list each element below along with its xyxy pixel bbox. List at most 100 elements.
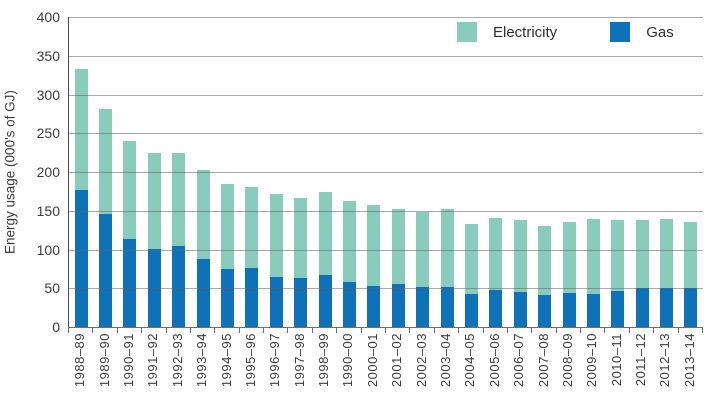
y-tick-label-0: 0 [52, 319, 60, 335]
x-tick-label-2009–10: 2009–10 [584, 333, 600, 388]
bar-segment-gas-2005–06 [489, 289, 503, 327]
legend-item-electricity: Electricity [457, 22, 557, 42]
gridline-150 [69, 210, 703, 212]
bar-segment-electricity-1995–96 [245, 186, 259, 269]
x-axis-tick [604, 328, 606, 333]
bar-segment-electricity-2012–13 [660, 218, 674, 288]
bar-1991–92 [147, 153, 161, 327]
bar-segment-gas-1997–98 [294, 278, 308, 327]
x-tick-label-2008–09: 2008–09 [559, 333, 575, 388]
x-axis-tick [482, 328, 484, 333]
x-tick-label-2002–03: 2002–03 [413, 333, 429, 388]
bar-segment-electricity-1988–89 [74, 68, 88, 190]
x-axis-tick [677, 328, 679, 333]
y-tick-label-250: 250 [36, 125, 60, 142]
x-axis-tick [653, 328, 655, 333]
bar-2005–06 [489, 217, 503, 327]
bar-segment-electricity-2006–07 [513, 220, 527, 293]
bar-slot-1995–96 [240, 17, 264, 327]
bar-2008–09 [562, 221, 576, 327]
bar-slot-2009–10 [581, 17, 605, 327]
y-tick-label-200: 200 [36, 164, 60, 180]
x-tick-label-2013–14: 2013–14 [681, 333, 697, 388]
bar-segment-electricity-1994–95 [221, 183, 235, 269]
bar-segment-gas-2013–14 [684, 288, 698, 327]
y-tick-label-350: 350 [36, 47, 60, 64]
x-axis-tick [68, 328, 69, 333]
x-axis-tick [141, 328, 143, 333]
bar-2011–12 [635, 220, 649, 327]
bar-slot-1998–99 [313, 17, 337, 327]
x-tick-label-2011–12: 2011–12 [633, 333, 649, 387]
x-axis-tick [628, 328, 630, 333]
gridline-50 [69, 288, 703, 290]
x-axis-tick [287, 328, 289, 333]
bar-slot-1988–89 [69, 17, 93, 327]
bar-slot-1989–90 [93, 17, 117, 327]
bar-2009–10 [586, 219, 600, 327]
x-tick-label-2005–06: 2005–06 [486, 333, 502, 388]
bar-segment-gas-1996–97 [269, 276, 283, 327]
bar-segment-electricity-2011–12 [635, 220, 649, 289]
x-tick-label-2003–04: 2003–04 [437, 333, 453, 388]
x-tick-label-2006–07: 2006–07 [511, 333, 527, 388]
bar-segment-gas-1992–93 [172, 245, 186, 327]
bar-segment-gas-1993–94 [196, 258, 210, 327]
bar-1995–96 [245, 186, 259, 327]
bar-slot-1994–95 [215, 17, 239, 327]
bar-segment-electricity-2001–02 [391, 209, 405, 285]
bar-segment-gas-2000–01 [367, 285, 381, 327]
x-tick-label-2010–11: 2010–11 [608, 333, 624, 387]
bar-segment-gas-2003–04 [440, 286, 454, 327]
bar-slot-2008–09 [557, 17, 581, 327]
gridline-400 [69, 17, 703, 18]
x-tick-label-1991–92: 1991–92 [145, 333, 161, 388]
legend-label-gas: Gas [646, 23, 674, 41]
x-tick-label-1998–99: 1998–99 [316, 333, 332, 388]
bar-slot-1992–93 [167, 17, 191, 327]
bar-1993–94 [196, 169, 210, 327]
x-axis-tick [506, 328, 508, 333]
bar-slot-2005–06 [484, 17, 508, 327]
x-tick-label-1992–93: 1992–93 [169, 333, 185, 388]
bar-segment-electricity-2010–11 [611, 220, 625, 292]
bar-segment-gas-2004–05 [464, 293, 478, 327]
x-axis-tick [409, 328, 411, 333]
x-tick-label-1994–95: 1994–95 [218, 333, 234, 388]
bar-segment-gas-2001–02 [391, 284, 405, 327]
x-axis-tick [311, 328, 313, 333]
x-axis-tick [385, 328, 386, 333]
bar-slot-2000–01 [362, 17, 386, 327]
bar-1988–89 [74, 68, 88, 327]
x-tick-label-1988–89: 1988–89 [72, 333, 88, 388]
x-axis-tick [238, 328, 240, 333]
bar-segment-electricity-1998–99 [318, 192, 332, 276]
bar-segment-gas-2002–03 [416, 286, 430, 327]
bar-segment-gas-1990–91 [123, 239, 137, 327]
bar-segment-gas-2012–13 [660, 287, 674, 327]
bar-slot-2007–08 [532, 17, 556, 327]
x-tick-label-2012–13: 2012–13 [657, 333, 673, 388]
bar-segment-electricity-2009–10 [586, 219, 600, 294]
x-axis-tick [580, 328, 582, 333]
x-tick-label-2001–02: 2001–02 [389, 333, 405, 388]
bar-slot-1993–94 [191, 17, 215, 327]
x-tick-label-1989–90: 1989–90 [96, 333, 112, 388]
bar-segment-gas-2011–12 [635, 288, 649, 327]
bar-2004–05 [464, 223, 478, 327]
x-axis-tick [336, 328, 338, 333]
bar-segment-gas-2010–11 [611, 291, 625, 327]
bar-segment-electricity-1991–92 [147, 153, 161, 249]
bar-slot-2003–04 [435, 17, 459, 327]
bar-2012–13 [660, 218, 674, 327]
bar-segment-electricity-2008–09 [562, 221, 576, 293]
bar-2000–01 [367, 205, 381, 327]
bar-segment-gas-2007–08 [538, 295, 552, 327]
bar-segment-gas-1991–92 [147, 248, 161, 327]
bar-slot-1997–98 [289, 17, 313, 327]
x-axis-tick [531, 328, 533, 333]
gridline-350 [69, 55, 703, 57]
bar-slot-1990–00 [337, 17, 361, 327]
bar-1997–98 [294, 197, 308, 327]
bar-segment-electricity-2000–01 [367, 205, 381, 286]
